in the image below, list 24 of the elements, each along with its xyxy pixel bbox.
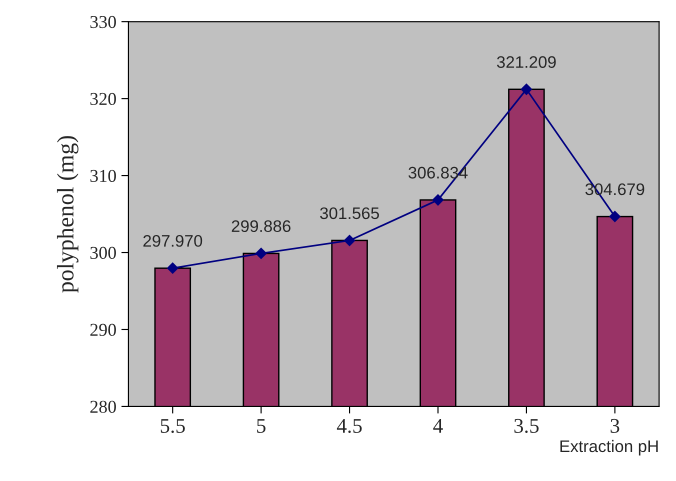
y-tick-label: 330: [90, 16, 116, 28]
x-axis-title: Extraction pH: [560, 440, 658, 456]
x-tick-label: 5.5: [160, 419, 185, 434]
point: [520, 84, 532, 95]
y-tick-label: 280: [90, 400, 116, 413]
y-tick-label: 300: [90, 246, 116, 259]
x-tick-label: 4.5: [336, 418, 362, 434]
text: 297.970: [143, 234, 202, 247]
point: [256, 248, 267, 260]
text: 301.565: [320, 207, 379, 220]
point: [167, 262, 178, 274]
text: 321.209: [496, 56, 556, 68]
point: [432, 194, 444, 206]
point: [344, 234, 356, 246]
y-tick-label: 310: [90, 170, 116, 182]
point: [609, 210, 620, 222]
y-tick-label: 320: [90, 92, 116, 106]
x-tick-label: 4: [433, 418, 443, 433]
text: 299.886: [232, 220, 290, 232]
x-tick-label: 3: [610, 418, 620, 433]
x-tick-label: 5: [257, 419, 266, 433]
x-tick-label: 3.5: [514, 418, 539, 434]
y-axis-title: polyphenol (mg): [56, 136, 78, 293]
y-tick-label: 290: [90, 324, 116, 336]
